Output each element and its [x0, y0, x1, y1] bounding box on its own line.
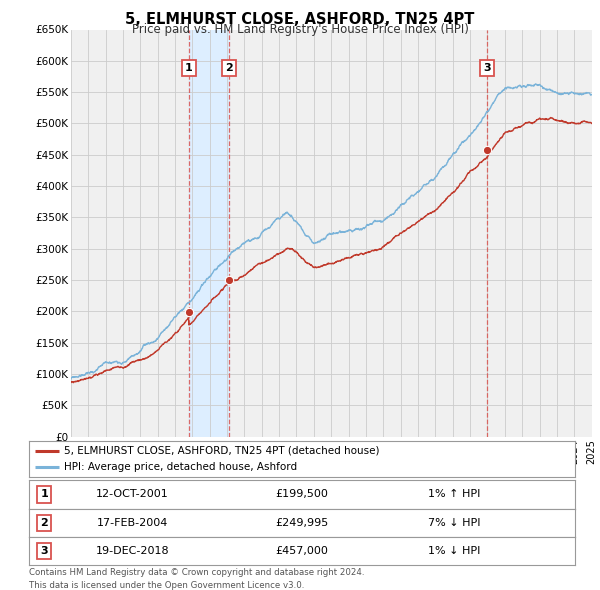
- Text: 3: 3: [483, 63, 491, 73]
- Text: 17-FEB-2004: 17-FEB-2004: [97, 518, 168, 527]
- Text: £457,000: £457,000: [275, 546, 328, 556]
- Text: 1: 1: [185, 63, 193, 73]
- Text: 2: 2: [40, 518, 48, 527]
- Text: 2: 2: [226, 63, 233, 73]
- Text: 1% ↑ HPI: 1% ↑ HPI: [428, 490, 481, 499]
- Text: 3: 3: [40, 546, 48, 556]
- Text: £249,995: £249,995: [275, 518, 328, 527]
- Text: 19-DEC-2018: 19-DEC-2018: [96, 546, 169, 556]
- Text: £199,500: £199,500: [275, 490, 328, 499]
- Text: This data is licensed under the Open Government Licence v3.0.: This data is licensed under the Open Gov…: [29, 581, 304, 590]
- Text: 7% ↓ HPI: 7% ↓ HPI: [428, 518, 481, 527]
- Bar: [188, 30, 229, 437]
- Text: 1: 1: [40, 490, 48, 499]
- Text: 5, ELMHURST CLOSE, ASHFORD, TN25 4PT: 5, ELMHURST CLOSE, ASHFORD, TN25 4PT: [125, 12, 475, 27]
- Text: HPI: Average price, detached house, Ashford: HPI: Average price, detached house, Ashf…: [64, 462, 298, 472]
- Text: 5, ELMHURST CLOSE, ASHFORD, TN25 4PT (detached house): 5, ELMHURST CLOSE, ASHFORD, TN25 4PT (de…: [64, 446, 380, 456]
- Text: 12-OCT-2001: 12-OCT-2001: [96, 490, 169, 499]
- Text: Price paid vs. HM Land Registry's House Price Index (HPI): Price paid vs. HM Land Registry's House …: [131, 23, 469, 36]
- Text: 1% ↓ HPI: 1% ↓ HPI: [428, 546, 481, 556]
- Text: Contains HM Land Registry data © Crown copyright and database right 2024.: Contains HM Land Registry data © Crown c…: [29, 568, 364, 577]
